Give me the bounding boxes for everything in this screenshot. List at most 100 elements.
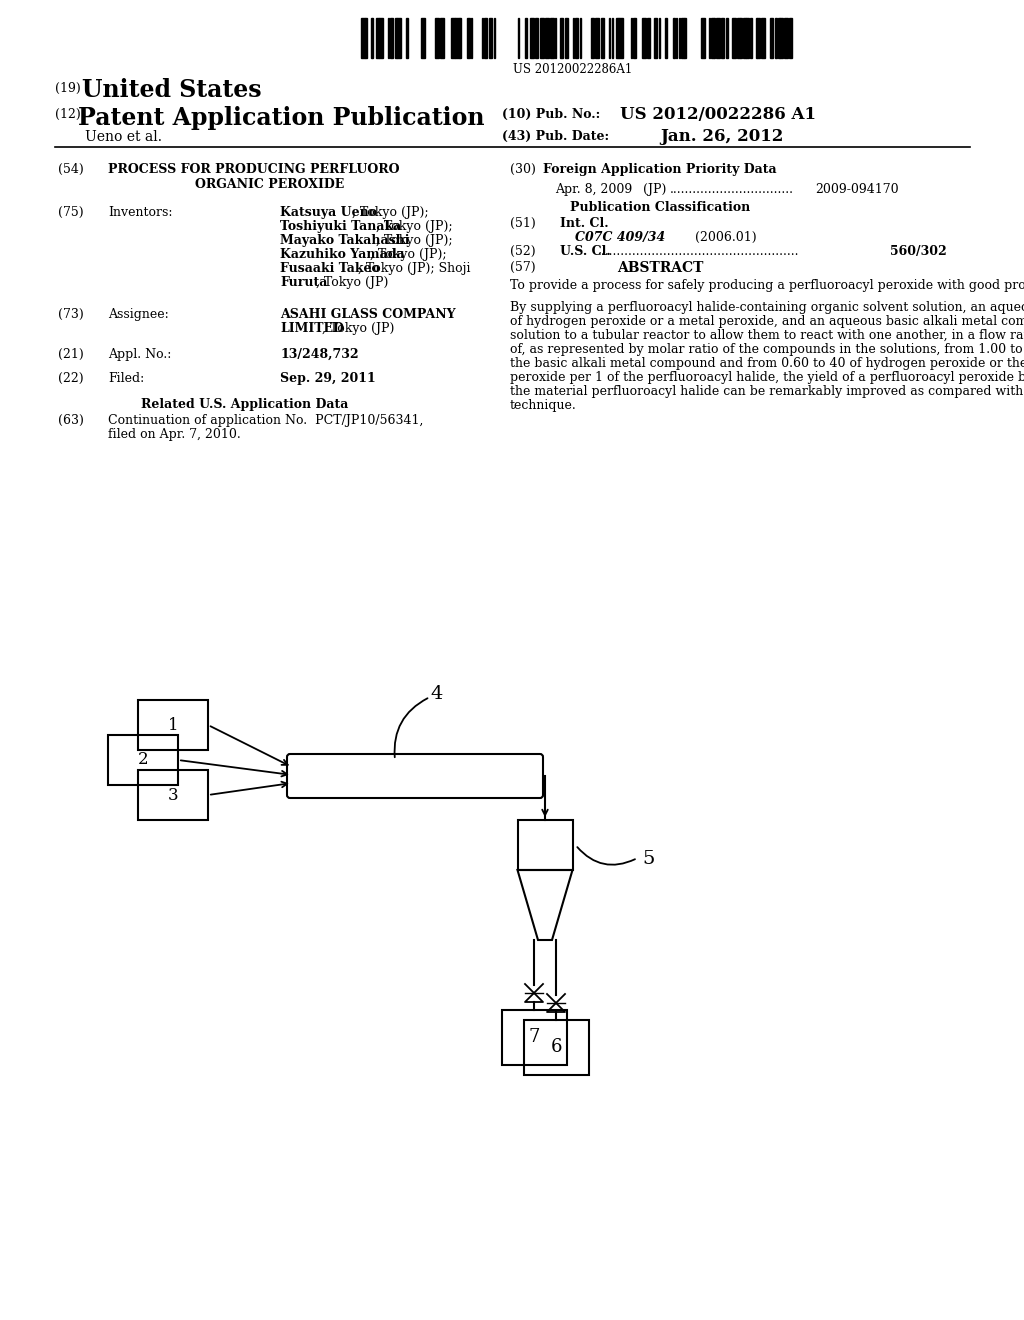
Text: , Tokyo (JP): , Tokyo (JP) [322,322,394,335]
Text: the basic alkali metal compound and from 0.60 to 40 of hydrogen peroxide or the : the basic alkali metal compound and from… [510,356,1024,370]
Bar [746,18,749,58]
Text: Patent Application Publication: Patent Application Publication [78,106,484,129]
Bar [701,18,705,58]
Text: of, as represented by molar ratio of the compounds in the solutions, from 1.00 t: of, as represented by molar ratio of the… [510,343,1024,356]
Text: Inventors:: Inventors: [108,206,172,219]
Text: (21): (21) [58,348,84,360]
Text: (73): (73) [58,308,84,321]
Text: 6: 6 [550,1039,562,1056]
Text: Furuta: Furuta [280,276,328,289]
Bar [780,18,783,58]
Text: (52): (52) [510,246,536,257]
Text: of hydrogen peroxide or a metal peroxide, and an aqueous basic alkali metal comp: of hydrogen peroxide or a metal peroxide… [510,315,1024,327]
Bar [560,18,563,58]
Bar [379,18,383,58]
Bar [681,18,684,58]
Text: (30): (30) [510,162,536,176]
Text: (2006.01): (2006.01) [695,231,757,244]
Text: Jan. 26, 2012: Jan. 26, 2012 [660,128,783,145]
Text: (54): (54) [58,162,84,176]
Text: ASAHI GLASS COMPANY: ASAHI GLASS COMPANY [280,308,456,321]
Bar [530,18,534,58]
Text: Toshiyuki Tanaka: Toshiyuki Tanaka [280,220,401,234]
Bar [673,18,675,58]
Text: ORGANIC PEROXIDE: ORGANIC PEROXIDE [195,178,344,191]
Text: To provide a process for safely producing a perfluoroacyl peroxide with good pro: To provide a process for safely producin… [510,279,1024,292]
Text: Filed:: Filed: [108,372,144,385]
Bar [684,18,686,58]
Text: , Tokyo (JP);: , Tokyo (JP); [370,248,446,261]
Text: 1: 1 [168,717,178,734]
Bar [595,18,599,58]
Text: ....................................................: ........................................… [598,246,800,257]
Bar [361,18,365,58]
Bar [616,18,618,58]
Text: 4: 4 [430,685,442,704]
Bar [435,18,439,58]
Bar [517,820,572,870]
Bar [740,18,742,58]
Bar [138,700,208,750]
Text: (19): (19) [55,82,81,95]
Text: Related U.S. Application Data: Related U.S. Application Data [141,399,349,411]
Text: (75): (75) [58,206,84,219]
Text: By supplying a perfluoroacyl halide-containing organic solvent solution, an aque: By supplying a perfluoroacyl halide-cont… [510,301,1024,314]
Bar [790,18,792,58]
Text: , Tokyo (JP);: , Tokyo (JP); [376,220,453,234]
Bar [540,18,544,58]
Bar [775,18,777,58]
Text: (22): (22) [58,372,84,385]
Text: peroxide per 1 of the perfluoroacyl halide, the yield of a perfluoroacyl peroxid: peroxide per 1 of the perfluoroacyl hali… [510,371,1024,384]
Text: United States: United States [82,78,261,102]
Bar [654,18,657,58]
Text: Assignee:: Assignee: [108,308,169,321]
Bar [618,18,623,58]
Text: Ueno et al.: Ueno et al. [85,129,162,144]
Text: Fusaaki Takeo: Fusaaki Takeo [280,261,380,275]
Bar [440,18,444,58]
Bar [502,1010,566,1065]
Bar [545,18,549,58]
Text: Katsuya Ueno: Katsuya Ueno [280,206,377,219]
Bar [601,18,604,58]
Text: , Tokyo (JP);: , Tokyo (JP); [376,234,453,247]
Bar [525,18,527,58]
Bar [138,770,208,820]
Bar [455,18,459,58]
Text: solution to a tubular reactor to allow them to react with one another, in a flow: solution to a tubular reactor to allow t… [510,329,1024,342]
Bar [108,735,178,785]
Bar [484,18,487,58]
Text: US 20120022286A1: US 20120022286A1 [513,63,632,77]
Text: 5: 5 [642,850,655,869]
Text: 2009-094170: 2009-094170 [815,183,899,195]
Text: (12): (12) [55,108,81,121]
Text: 2: 2 [137,751,148,768]
Bar [770,18,773,58]
Bar [451,18,455,58]
Text: filed on Apr. 7, 2010.: filed on Apr. 7, 2010. [108,428,241,441]
Text: 560/302: 560/302 [890,246,947,257]
Bar [633,18,636,58]
Text: , Tokyo (JP); Shoji: , Tokyo (JP); Shoji [358,261,470,275]
Bar [565,18,568,58]
Text: the material perfluoroacyl halide can be remarkably improved as compared with co: the material perfluoroacyl halide can be… [510,385,1024,399]
Text: , Tokyo (JP);: , Tokyo (JP); [352,206,429,219]
Bar [732,18,736,58]
Bar [575,18,578,58]
Text: (10) Pub. No.:: (10) Pub. No.: [502,108,600,121]
Bar [421,18,425,58]
Bar [523,1020,589,1074]
Text: Publication Classification: Publication Classification [570,201,751,214]
Bar [365,18,367,58]
Text: (51): (51) [510,216,536,230]
Bar [390,18,393,58]
Text: Int. Cl.: Int. Cl. [560,216,608,230]
Bar [376,18,379,58]
Text: (43) Pub. Date:: (43) Pub. Date: [502,129,609,143]
Bar [743,18,746,58]
Text: technique.: technique. [510,399,577,412]
Bar [761,18,765,58]
Text: 7: 7 [528,1028,540,1047]
Text: US 2012/0022286 A1: US 2012/0022286 A1 [620,106,816,123]
Bar [395,18,397,58]
